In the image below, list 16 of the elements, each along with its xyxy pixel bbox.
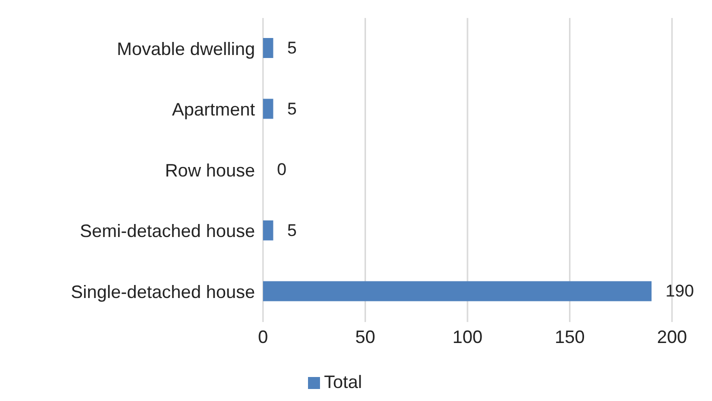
x-tick-label: 0 [258,326,268,347]
data-label: 5 [287,38,297,58]
legend-label: Total [324,372,362,392]
y-tick-label: Semi-detached house [80,221,255,242]
x-tick-label: 100 [452,326,483,347]
data-label: 5 [287,220,297,240]
data-label: 0 [277,160,286,180]
y-tick-label: Single-detached house [70,282,255,302]
y-tick-label: Apartment [172,100,255,120]
data-label: 5 [287,99,297,118]
y-tick-label: Movable dwelling [116,38,255,59]
y-tick-label: Row house [164,160,255,180]
x-tick-label: 150 [554,326,585,347]
data-label: 190 [666,282,694,301]
x-tick-label: 200 [656,326,688,347]
x-tick-label: 50 [355,326,376,347]
